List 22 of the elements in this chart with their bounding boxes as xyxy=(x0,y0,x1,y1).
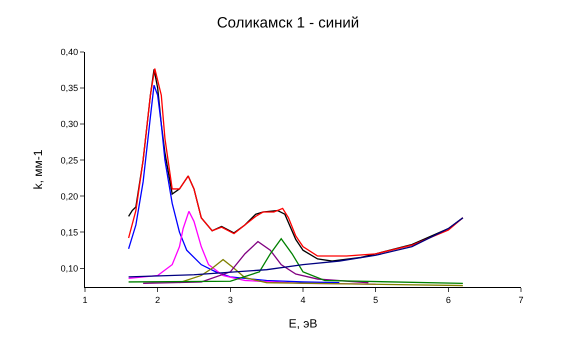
x-tick-label: 5 xyxy=(373,294,378,305)
line-series xyxy=(128,238,464,284)
y-tick-label: 0,40 xyxy=(60,47,78,58)
line-series xyxy=(142,240,370,284)
x-tick-label: 3 xyxy=(228,294,233,305)
line-series xyxy=(128,84,340,284)
y-tick-label: 0,20 xyxy=(60,191,78,202)
y-tick-label: 0,25 xyxy=(60,155,78,166)
x-tick-label: 7 xyxy=(518,294,524,305)
x-tick-label: 2 xyxy=(155,294,160,305)
y-axis-title: k, мм-1 xyxy=(30,149,45,190)
x-tick-label: 4 xyxy=(300,294,306,305)
x-axis-title: E, эВ xyxy=(288,316,318,331)
y-tick-label: 0,35 xyxy=(60,83,78,94)
line-series xyxy=(178,258,464,286)
chart-title: Соликамск 1 - синий xyxy=(216,14,360,32)
y-tick-label: 0,10 xyxy=(60,263,78,274)
line-series xyxy=(128,217,464,278)
x-tick-label: 6 xyxy=(446,294,451,305)
y-tick-label: 0,30 xyxy=(60,119,78,130)
y-tick-label: 0,15 xyxy=(60,227,78,238)
x-tick-label: 1 xyxy=(82,294,88,305)
